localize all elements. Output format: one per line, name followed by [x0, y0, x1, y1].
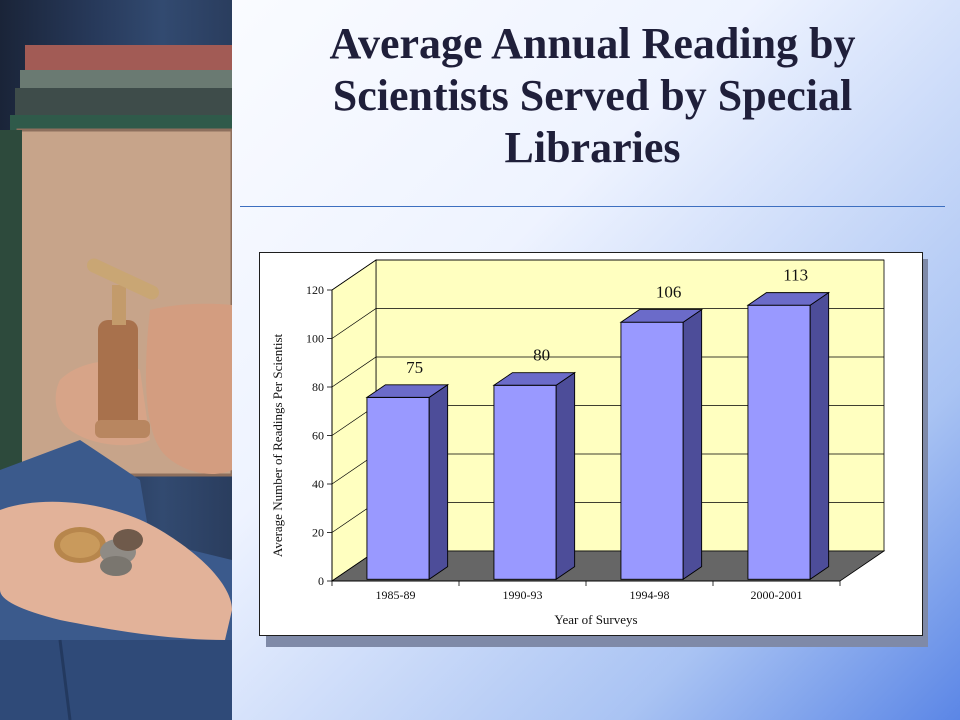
data-label: 80 [533, 346, 550, 365]
bar-side [682, 308, 703, 581]
gridline [331, 308, 884, 339]
bar-top [492, 372, 577, 386]
bar-top [746, 292, 831, 306]
chart-bars [365, 291, 831, 581]
bar-side [555, 371, 576, 581]
gridline [331, 356, 884, 388]
y-tick-label: 100 [306, 332, 324, 346]
bar-top [619, 309, 704, 323]
y-tick-label: 120 [306, 283, 324, 297]
bar-top [365, 384, 450, 398]
data-label: 106 [656, 283, 682, 302]
y-tick-label: 60 [312, 429, 324, 443]
y-tick-label: 40 [312, 477, 324, 491]
y-tick-label: 20 [312, 526, 324, 540]
bar-chart: 0 20 40 60 80 100 120 1985-89 1990-93 1994-98 2000… [270, 259, 886, 627]
bar-front [493, 384, 557, 580]
y-tick-label: 80 [312, 380, 324, 394]
chart-axes: 0 20 40 60 80 100 120 1985-89 1990-93 1994-98 2000… [306, 283, 841, 602]
data-label: 113 [783, 266, 808, 285]
x-tick-label: 1990-93 [503, 588, 543, 602]
gridline [331, 259, 884, 291]
bar-front [366, 396, 430, 580]
x-tick-label: 2000-2001 [751, 588, 803, 602]
chart-frame: 0 20 40 60 80 100 120 1985-89 1990-93 1994-98 2000… [259, 252, 923, 636]
x-tick-label: 1985-89 [376, 588, 416, 602]
x-axis-title: Year of Surveys [554, 612, 637, 627]
y-tick-label: 0 [318, 574, 324, 588]
x-tick-label: 1994-98 [630, 588, 670, 602]
bar-front [620, 321, 684, 580]
bar-side [428, 383, 449, 581]
photo-illustration [0, 45, 232, 720]
y-axis-title: Average Number of Readings Per Scientist [270, 334, 285, 558]
bar-side [809, 291, 830, 581]
slide-title: Average Annual Reading by Scientists Ser… [329, 19, 856, 172]
chart-labels: 75 80 106 113 [406, 266, 808, 377]
bar-front [747, 304, 811, 580]
data-label: 75 [406, 358, 423, 377]
slide-photo-books-and-coins [0, 0, 232, 720]
title-divider [240, 206, 945, 207]
